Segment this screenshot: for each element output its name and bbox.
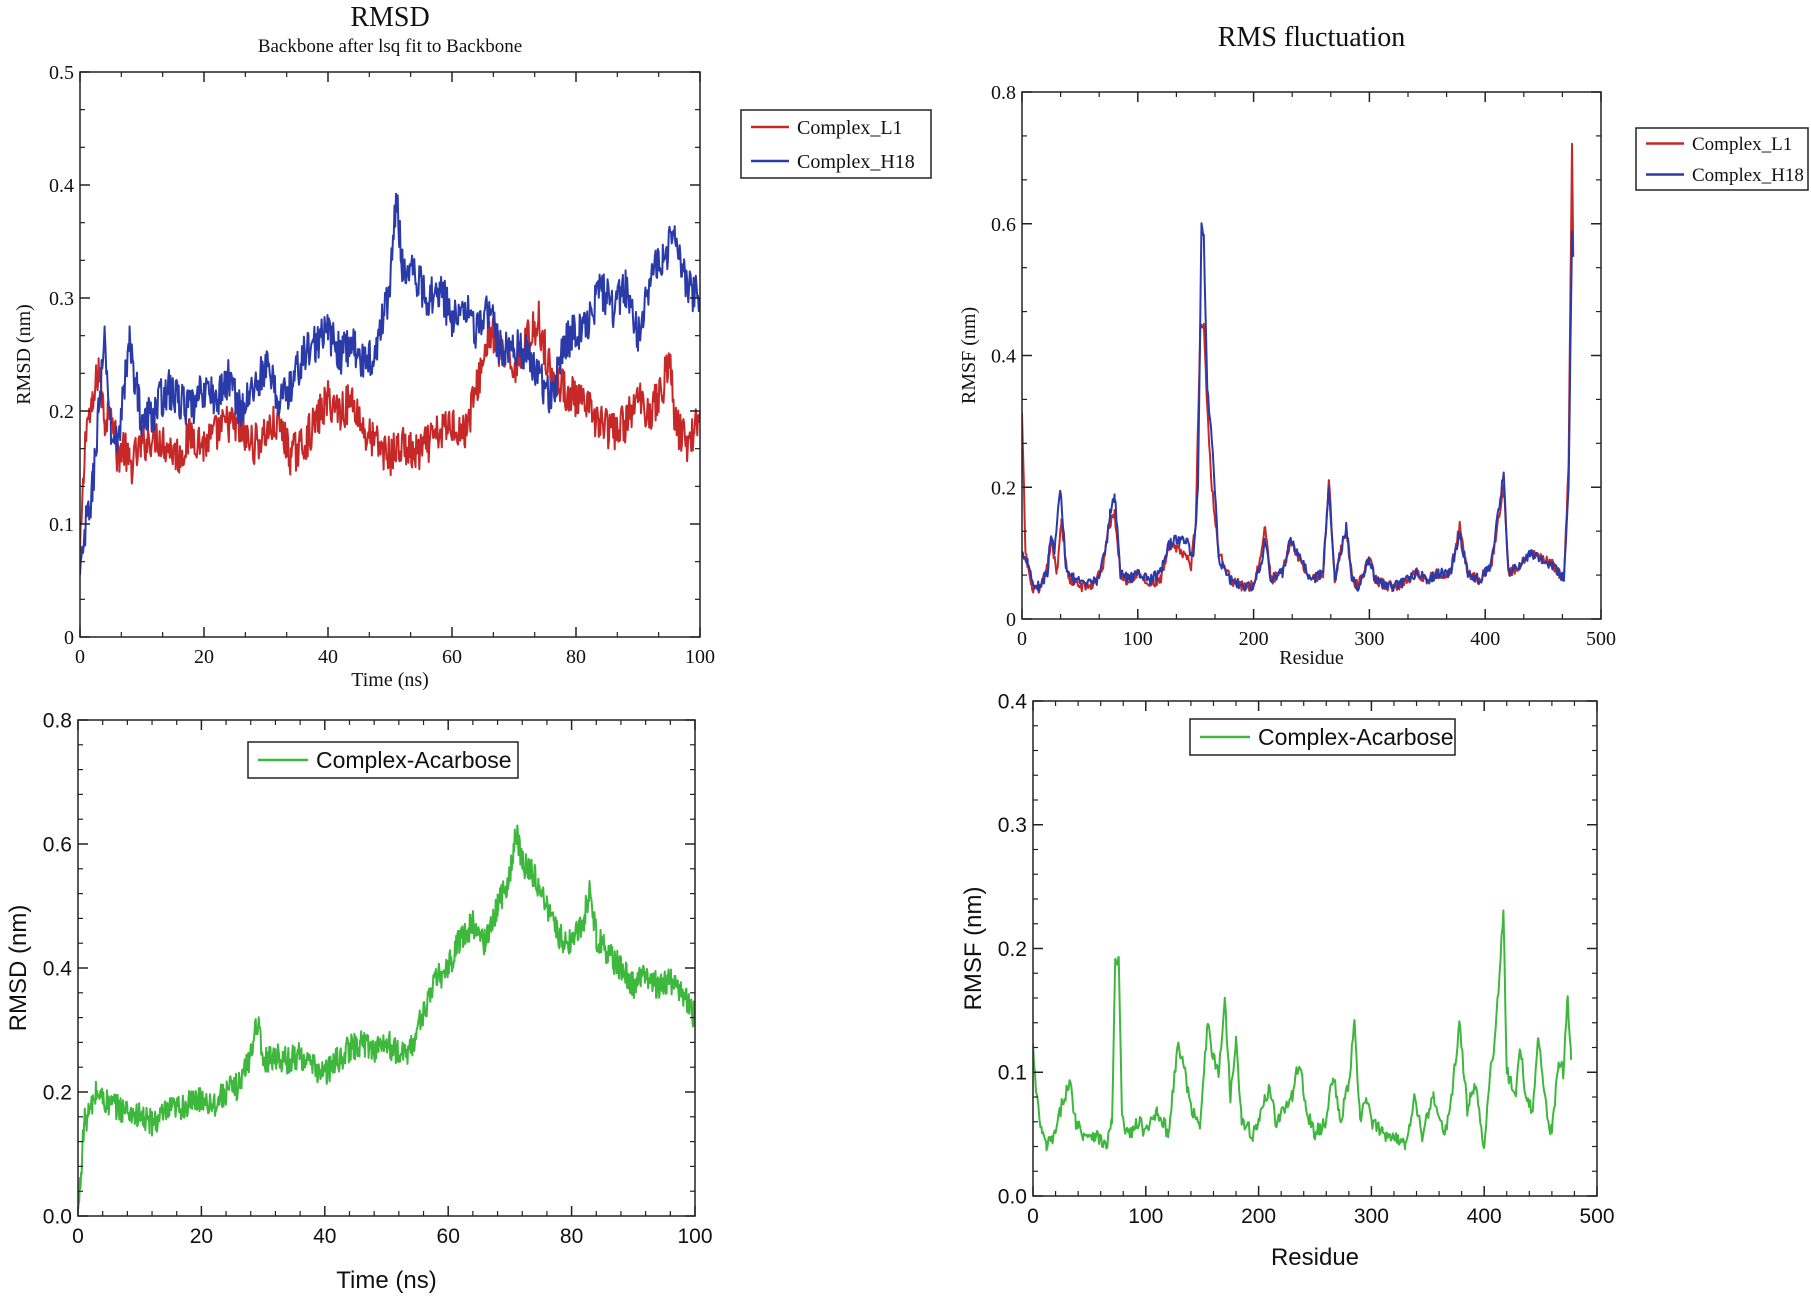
y-tick-label: 0.2 (991, 477, 1016, 499)
chart-title: RMSD (350, 2, 429, 33)
y-tick-label: 0.4 (991, 346, 1016, 368)
x-tick-label: 500 (1586, 628, 1616, 650)
x-tick-label: 80 (566, 646, 586, 668)
series-group (1033, 909, 1573, 1152)
plot-frame (77, 719, 696, 1217)
x-tick-label: 200 (1241, 1205, 1276, 1228)
y-tick-label: 0.2 (998, 938, 1027, 961)
series-line-complex-h18 (1022, 222, 1575, 592)
x-axis-label: Time (ns) (336, 1267, 436, 1294)
y-tick-label: 0.5 (49, 62, 74, 84)
y-axis-label: RMSD (nm) (5, 905, 32, 1032)
legend: Complex-Acarbose (1189, 718, 1456, 756)
y-tick-label: 0.2 (43, 1081, 72, 1104)
series-group (80, 192, 700, 576)
y-tick-label: 0.8 (43, 709, 72, 732)
series-group (78, 824, 695, 1211)
x-tick-label: 0 (75, 646, 85, 668)
legend: Complex_L1 Complex_H18 (740, 109, 932, 179)
x-tick-label: 60 (442, 646, 462, 668)
legend-box (740, 109, 932, 179)
y-axis-label: RMSF (nm) (958, 307, 980, 404)
x-axis-label: Residue (1279, 647, 1344, 669)
series-line-complex-l1 (1022, 142, 1575, 594)
chart-rmsf-bottom: 0 100 200 300 400 500 0.0 0.1 0.2 0.3 0.4 Residue RM… (960, 690, 1615, 1271)
legend-label: Complex_L1 (797, 117, 903, 139)
y-tick-label: 0.4 (49, 175, 74, 197)
y-tick-label: 0.6 (43, 833, 72, 856)
legend-label: Complex-Acarbose (1258, 724, 1454, 750)
legend-label: Complex-Acarbose (316, 747, 512, 773)
legend: Complex_L1 Complex_H18 (1635, 127, 1809, 191)
x-tick-label: 100 (1123, 628, 1153, 650)
x-tick-label: 400 (1467, 1205, 1502, 1228)
series-line-complex-h18 (80, 192, 700, 576)
legend-box (1635, 127, 1809, 191)
x-tick-label: 0 (1027, 1205, 1039, 1228)
x-tick-label: 300 (1354, 628, 1384, 650)
series-line-complex-acarbose (78, 824, 695, 1211)
chart-rmsd-bottom: 0 20 40 60 80 100 0.0 0.2 0.4 0.6 0.8 Time (ns) RMSD… (5, 709, 713, 1294)
y-tick-label: 0.1 (998, 1062, 1027, 1085)
y-tick-label: 0.4 (998, 690, 1028, 713)
x-tick-label: 300 (1354, 1205, 1389, 1228)
y-tick-label: 0 (1006, 609, 1016, 631)
chart-title: RMS fluctuation (1218, 22, 1405, 53)
x-tick-label: 100 (1128, 1205, 1163, 1228)
y-tick-label: 0.8 (991, 82, 1016, 104)
chart-rmsf-top: RMS fluctuation 0 100 200 300 400 500 0 0.2 0.4 0.… (958, 22, 1809, 669)
x-tick-label: 40 (318, 646, 338, 668)
chart-subtitle: Backbone after lsq fit to Backbone (258, 36, 522, 57)
x-tick-label: 60 (437, 1225, 460, 1248)
legend-label: Complex_H18 (1692, 165, 1804, 186)
series-line-complex-l1 (80, 300, 700, 553)
chart-rmsd-top: RMSD Backbone after lsq fit to Backbone 0 2… (13, 2, 932, 691)
y-tick-label: 0.3 (49, 288, 74, 310)
plot-frame (1032, 700, 1598, 1197)
y-tick-label: 0.0 (43, 1205, 72, 1228)
x-tick-label: 0 (1017, 628, 1027, 650)
y-tick-label: 0.3 (998, 814, 1027, 837)
x-tick-label: 40 (313, 1225, 336, 1248)
legend: Complex-Acarbose (247, 741, 519, 779)
series-line-complex-acarbose (1033, 909, 1573, 1152)
y-axis-label: RMSF (nm) (960, 887, 987, 1011)
y-tick-label: 0 (64, 627, 74, 649)
x-axis-label: Residue (1271, 1244, 1359, 1271)
x-axis-label: Time (ns) (351, 669, 429, 691)
y-tick-label: 0.0 (998, 1185, 1027, 1208)
x-tick-label: 80 (560, 1225, 583, 1248)
y-axis-label: RMSD (nm) (13, 304, 35, 405)
x-tick-label: 200 (1239, 628, 1269, 650)
x-tick-label: 500 (1579, 1205, 1614, 1228)
x-tick-label: 100 (685, 646, 715, 668)
y-tick-label: 0.1 (49, 514, 74, 536)
y-tick-label: 0.4 (43, 957, 73, 980)
plot-frame (79, 71, 701, 638)
x-tick-label: 20 (194, 646, 214, 668)
series-group (1022, 142, 1575, 594)
y-tick-label: 0.6 (991, 214, 1016, 236)
x-tick-label: 100 (677, 1225, 712, 1248)
x-tick-label: 0 (72, 1225, 84, 1248)
plot-frame (1021, 91, 1602, 620)
x-tick-label: 20 (190, 1225, 213, 1248)
legend-label: Complex_L1 (1692, 134, 1792, 155)
legend-label: Complex_H18 (797, 151, 915, 173)
x-tick-label: 400 (1470, 628, 1500, 650)
y-tick-label: 0.2 (49, 401, 74, 423)
